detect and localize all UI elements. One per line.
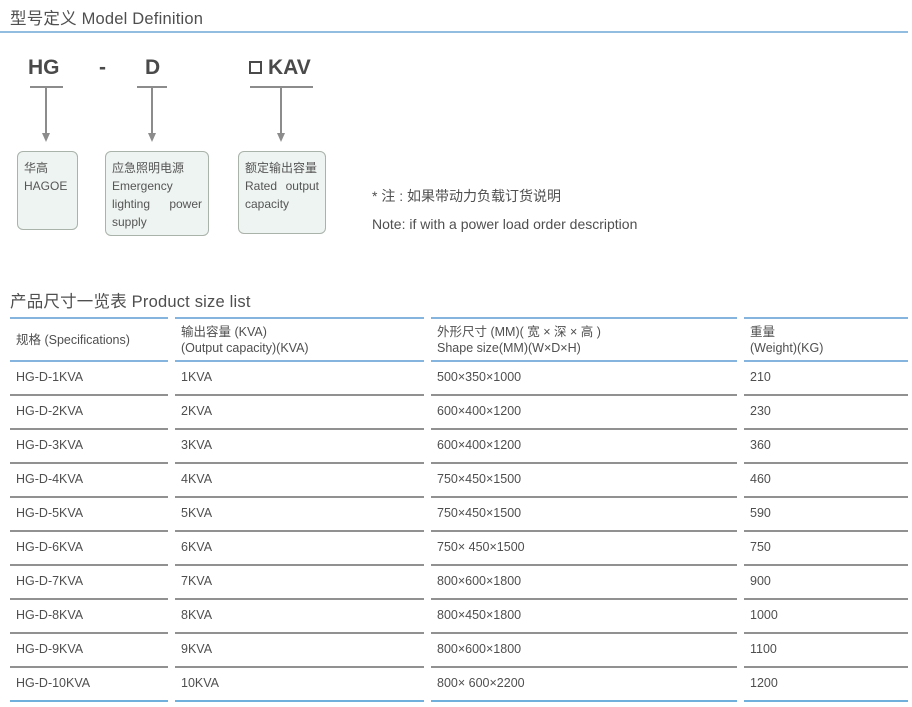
size-cell: 800×450×1800 (431, 600, 737, 634)
spec-cell: HG-D-2KVA (10, 396, 168, 430)
spec-cell: HG-D-1KVA (10, 362, 168, 396)
definition-box-cn: 华高 (24, 161, 49, 175)
capacity-cell: 6KVA (175, 532, 424, 566)
section-title-model-definition: 型号定义 Model Definition (10, 10, 204, 28)
spec-cell: HG-D-10KVA (10, 668, 168, 702)
spec-cell: HG-D-4KVA (10, 464, 168, 498)
weight-cell: 1000 (744, 600, 908, 634)
weight-cell: 1200 (744, 668, 908, 702)
header-line: Shape size(MM)(W×D×H) (437, 340, 581, 355)
connector-line (151, 87, 153, 134)
capacity-cell: 3KVA (175, 430, 424, 464)
definition-box-brand: 华高 HAGOE (17, 151, 78, 230)
header-line: 外形尺寸 (MM)( 宽 × 深 × 高 ) (437, 324, 601, 339)
size-cell: 750× 450×1500 (431, 532, 737, 566)
weight-cell: 750 (744, 532, 908, 566)
definition-box-cn: 额定输出容量 (245, 161, 318, 175)
capacity-cell: 5KVA (175, 498, 424, 532)
size-cell: 750×450×1500 (431, 464, 737, 498)
spec-cell: HG-D-6KVA (10, 532, 168, 566)
size-cell: 600×400×1200 (431, 396, 737, 430)
capacity-cell: 10KVA (175, 668, 424, 702)
spec-cell: HG-D-7KVA (10, 566, 168, 600)
header-line: (Output capacity)(KVA) (181, 340, 309, 355)
model-code-type: D (145, 56, 161, 79)
definition-box-en: Rated output capacity (245, 179, 319, 211)
header-line: (Weight)(KG) (750, 340, 824, 355)
spec-cell: HG-D-8KVA (10, 600, 168, 634)
product-size-table: 规格 (Specifications) 输出容量 (KVA) (Output ca… (10, 317, 908, 702)
weight-cell: 590 (744, 498, 908, 532)
definition-box-type: 应急照明电源 Emergency lighting power supply (105, 151, 209, 236)
weight-cell: 210 (744, 362, 908, 396)
weight-cell: 1100 (744, 634, 908, 668)
model-code-capacity: KAV (249, 56, 311, 80)
definition-box-cn: 应急照明电源 (112, 161, 185, 175)
arrow-down-icon (276, 133, 285, 142)
header-capacity: 输出容量 (KVA) (Output capacity)(KVA) (175, 317, 424, 362)
model-code-capacity-label: KAV (268, 56, 311, 79)
header-line: 输出容量 (KVA) (181, 324, 267, 339)
header-line: 规格 (Specifications) (16, 332, 130, 347)
section-title-product-size: 产品尺寸一览表 Product size list (10, 293, 251, 311)
definition-box-en: HAGOE (24, 179, 68, 193)
definition-box-capacity: 额定输出容量 Rated output capacity (238, 151, 326, 234)
size-cell: 800×600×1800 (431, 634, 737, 668)
header-size: 外形尺寸 (MM)( 宽 × 深 × 高 ) Shape size(MM)(W×D… (431, 317, 737, 362)
model-code-brand: HG (28, 56, 60, 79)
header-spec: 规格 (Specifications) (10, 317, 168, 362)
header-line: 重量 (750, 324, 776, 339)
definition-box-en: Emergency lighting power supply (112, 179, 202, 229)
arrow-down-icon (41, 133, 50, 142)
spec-cell: HG-D-3KVA (10, 430, 168, 464)
size-cell: 600×400×1200 (431, 430, 737, 464)
capacity-cell: 1KVA (175, 362, 424, 396)
capacity-cell: 4KVA (175, 464, 424, 498)
spec-cell: HG-D-9KVA (10, 634, 168, 668)
size-cell: 800× 600×2200 (431, 668, 737, 702)
weight-cell: 900 (744, 566, 908, 600)
order-note: * 注 : 如果带动力负载订货说明 Note: if with a power … (372, 182, 637, 238)
connector-line (45, 87, 47, 134)
capacity-cell: 8KVA (175, 600, 424, 634)
blank-square-icon (249, 61, 262, 74)
order-note-en: Note: if with a power load order descrip… (372, 216, 638, 232)
header-weight: 重量 (Weight)(KG) (744, 317, 908, 362)
order-note-cn: * 注 : 如果带动力负载订货说明 (372, 188, 562, 204)
capacity-cell: 7KVA (175, 566, 424, 600)
weight-cell: 460 (744, 464, 908, 498)
spec-cell: HG-D-5KVA (10, 498, 168, 532)
weight-cell: 230 (744, 396, 908, 430)
connector-line (280, 87, 282, 134)
size-cell: 750×450×1500 (431, 498, 737, 532)
size-cell: 800×600×1800 (431, 566, 737, 600)
capacity-cell: 2KVA (175, 396, 424, 430)
model-code-dash: - (99, 56, 106, 79)
title-underline (0, 31, 908, 33)
arrow-down-icon (147, 133, 156, 142)
size-cell: 500×350×1000 (431, 362, 737, 396)
capacity-cell: 9KVA (175, 634, 424, 668)
weight-cell: 360 (744, 430, 908, 464)
